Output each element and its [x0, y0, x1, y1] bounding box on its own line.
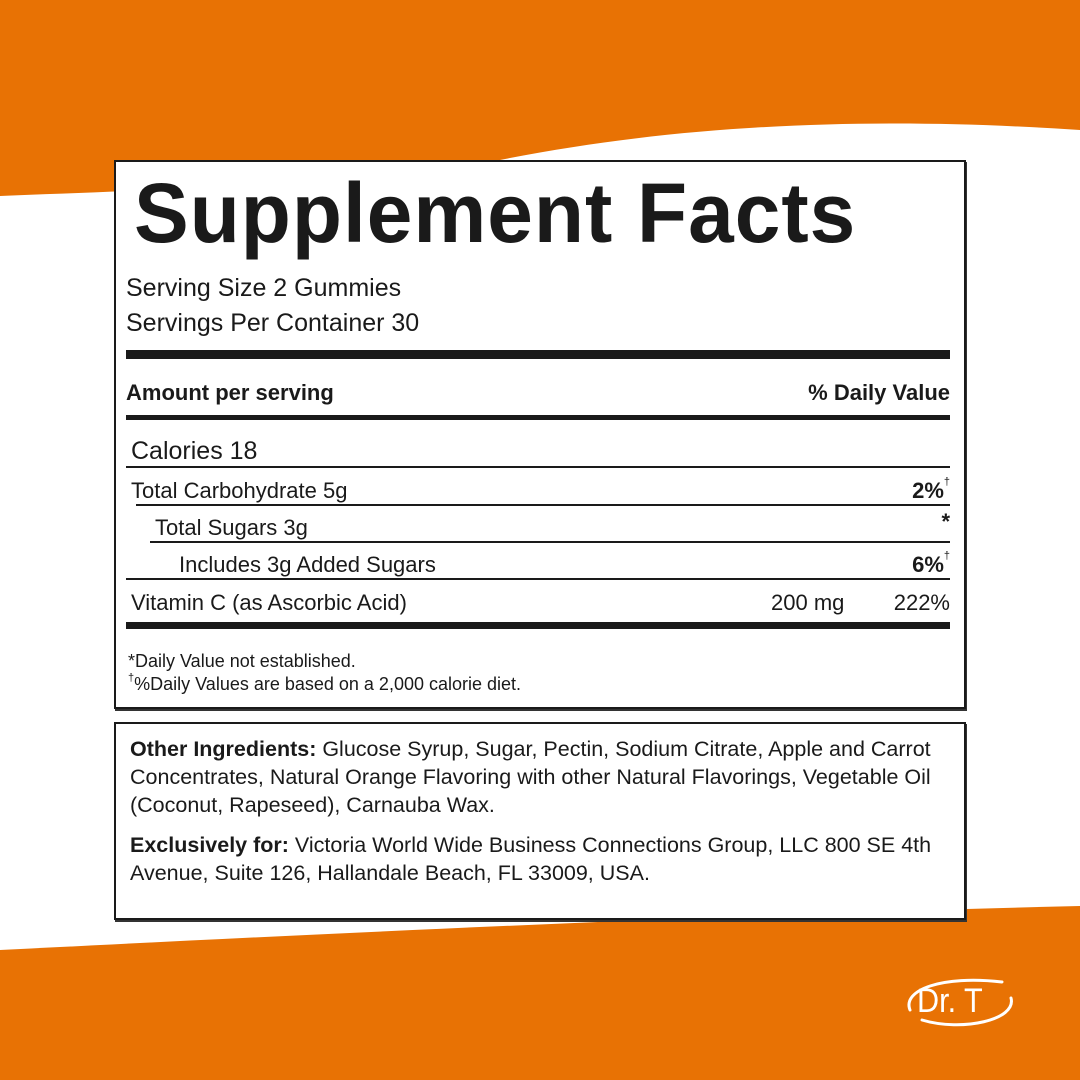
logo-text: Dr. T: [917, 982, 983, 1020]
added-sugars-label: Includes 3g Added Sugars: [179, 552, 436, 577]
row-divider: [136, 504, 950, 506]
calories-row: Calories 18: [131, 437, 258, 465]
vitamin-c-amount: 200 mg: [771, 590, 845, 615]
vitamin-c-label: Vitamin C (as Ascorbic Acid): [131, 590, 407, 615]
panel-title: Supplement Facts: [134, 167, 857, 261]
carbohydrate-dv: 2%†: [912, 476, 950, 503]
row-divider: [126, 578, 950, 580]
row-divider: [126, 466, 950, 468]
daily-value-header: % Daily Value: [808, 380, 950, 405]
carbohydrate-label: Total Carbohydrate 5g: [131, 478, 348, 503]
logo-swoosh-icon: [907, 978, 1013, 1027]
row-divider: [150, 541, 950, 543]
thick-divider: [126, 622, 950, 629]
supplement-facts-panel: Supplement Facts Serving Size 2 Gummies …: [114, 160, 966, 709]
amount-per-serving-header: Amount per serving: [126, 380, 334, 405]
exclusively-for: Exclusively for: Victoria World Wide Bus…: [130, 833, 932, 885]
footnote-daily-value: *Daily Value not established.: [128, 651, 356, 671]
servings-per-container: Servings Per Container 30: [126, 309, 420, 337]
added-sugars-dv: 6%†: [912, 550, 950, 577]
thick-divider: [126, 415, 950, 420]
other-ingredients: Other Ingredients: Glucose Syrup, Sugar,…: [130, 737, 931, 817]
serving-size: Serving Size 2 Gummies: [126, 274, 402, 302]
sugars-label: Total Sugars 3g: [155, 515, 308, 540]
sugars-dv: *: [941, 509, 950, 534]
ingredients-panel: Other Ingredients: Glucose Syrup, Sugar,…: [114, 722, 966, 920]
footnote-calorie-diet: †%Daily Values are based on a 2,000 calo…: [128, 672, 522, 694]
dr-t-logo: Dr. T: [902, 970, 1020, 1030]
thick-divider: [126, 350, 950, 359]
vitamin-c-dv: 222%: [893, 590, 950, 615]
